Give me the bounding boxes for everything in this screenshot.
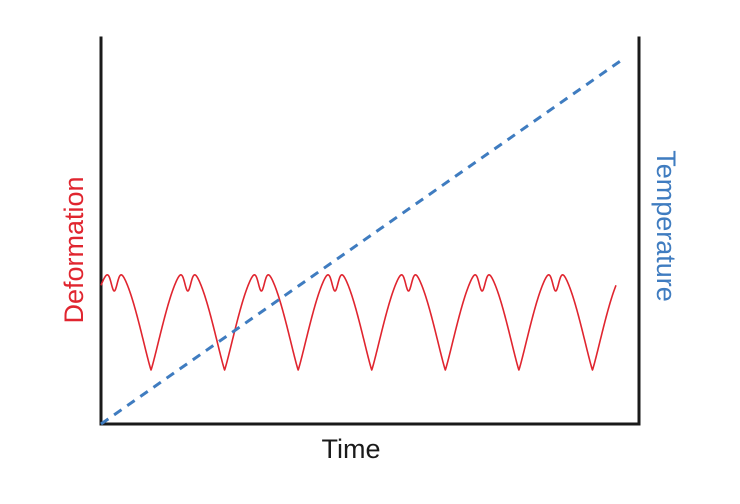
series-layer <box>100 58 623 426</box>
left-y-axis-label: Deformation <box>59 176 89 323</box>
x-axis-label: Time <box>322 434 381 464</box>
right-y-axis-label: Temperature <box>651 150 681 302</box>
deformation-line <box>100 274 617 371</box>
temperature-line <box>100 58 623 426</box>
